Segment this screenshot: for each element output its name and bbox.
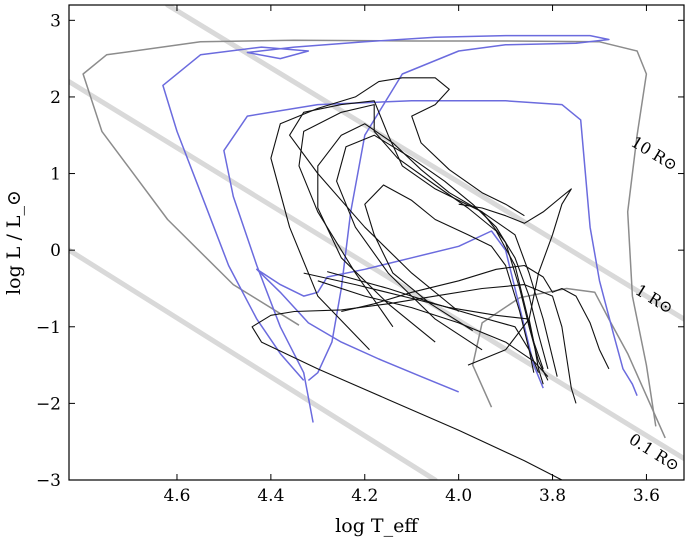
black-track — [251, 284, 577, 480]
isoradius-lines — [69, 5, 684, 480]
blue-track — [256, 230, 544, 393]
y-axis-label: log L / L_⊙ — [3, 190, 25, 295]
y-tick-label: −1 — [36, 318, 61, 338]
black-track — [298, 104, 544, 370]
gray-track — [471, 287, 666, 439]
y-tick-label: 1 — [50, 165, 61, 185]
x-tick-label: 3.8 — [539, 486, 566, 506]
black-track — [336, 134, 549, 370]
isoradius-line — [69, 79, 684, 462]
black-track — [327, 271, 535, 373]
x-tick-label: 3.6 — [633, 486, 660, 506]
x-tick-label: 4.4 — [257, 486, 284, 506]
isoradius-label: 1 R⊙ — [632, 280, 677, 317]
plot-frame — [68, 4, 685, 481]
black-track — [270, 77, 525, 351]
gray-track — [82, 39, 657, 427]
x-tick-label: 4.6 — [163, 486, 190, 506]
black-track — [303, 272, 544, 385]
y-tick-label: 0 — [50, 241, 61, 261]
blue-track — [223, 100, 638, 423]
black-track — [317, 123, 549, 381]
evolution-tracks — [82, 34, 666, 480]
black-track — [317, 280, 549, 377]
isoradius-line — [69, 247, 438, 480]
x-tick-label: 4.2 — [351, 486, 378, 506]
blue-track — [162, 34, 610, 381]
y-tick-label: −3 — [36, 471, 61, 491]
black-track — [289, 100, 558, 377]
axis-ticks: 4.6 4.4 4.2 4.0 3.8 3.6 3 2 1 0 −1 −2 −3 — [36, 5, 684, 506]
isoradius-label: 10 R⊙ — [628, 132, 681, 175]
black-track — [364, 184, 540, 373]
black-track — [341, 264, 610, 370]
x-tick-label: 4.0 — [445, 486, 472, 506]
y-tick-label: 3 — [50, 11, 61, 31]
y-tick-label: 2 — [50, 88, 61, 108]
x-axis-label: log T_eff — [335, 515, 419, 537]
y-tick-label: −2 — [36, 394, 61, 414]
isoradius-line — [165, 5, 684, 322]
